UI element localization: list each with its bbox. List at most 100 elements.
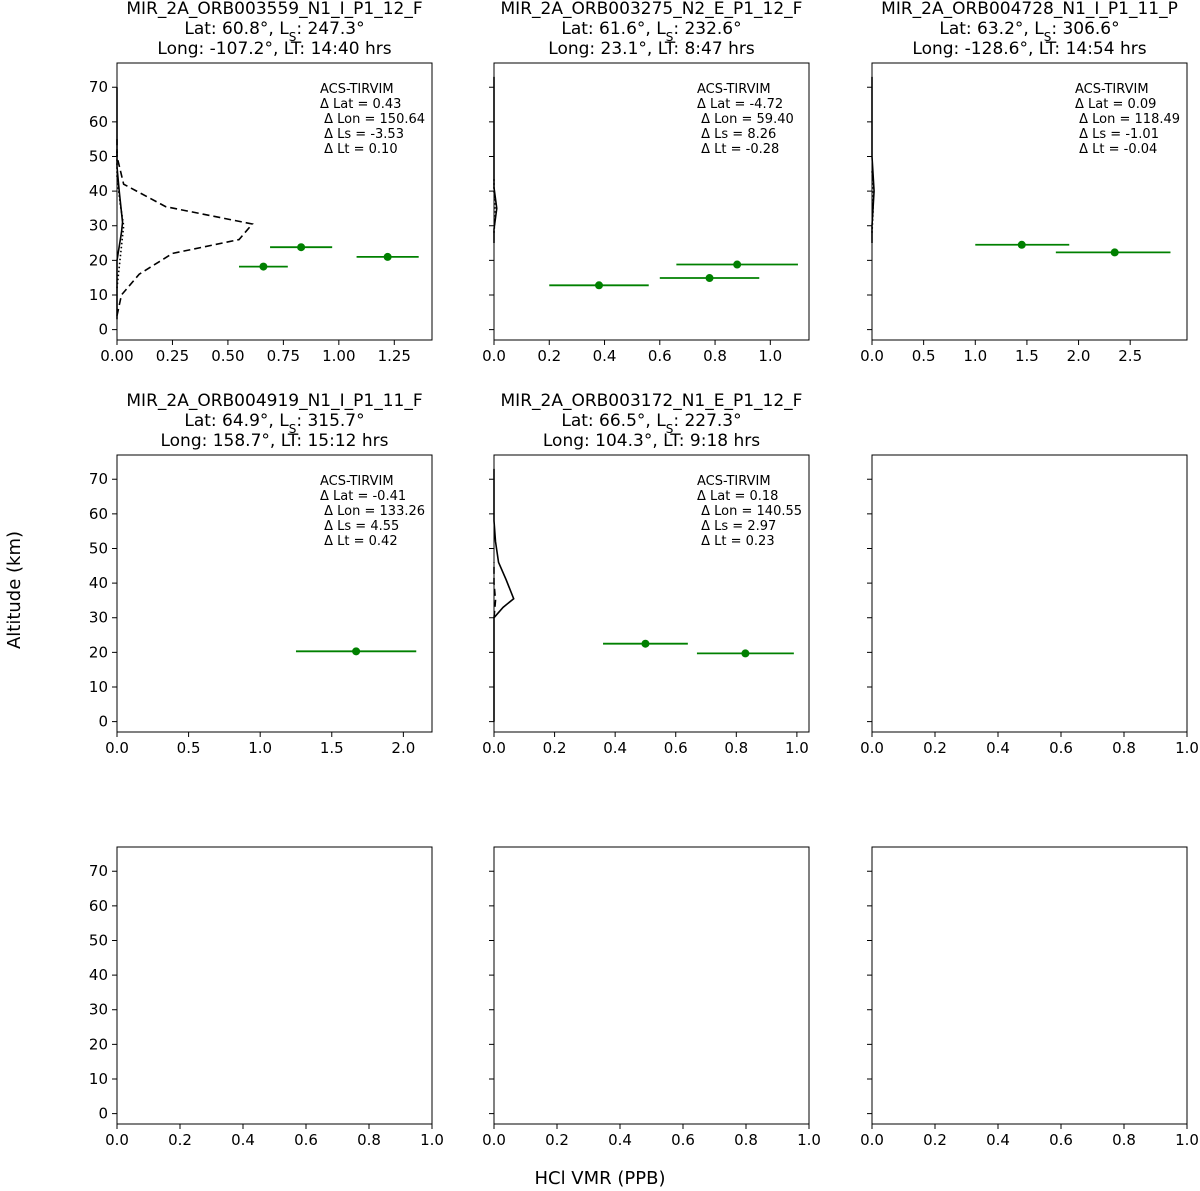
panel-6: 0.0 0.2 0.4 0.6 0.8 1.0 (860, 454, 1199, 757)
y-tick-label: 50 (89, 931, 108, 949)
y-tick-label: 0 (98, 713, 108, 731)
annotation-line: ACS-TIRVIM (320, 474, 394, 489)
panel-title-line: MIR_2A_ORB004728_N1_I_P1_11_P (881, 0, 1178, 19)
panel-title-line: Long: -128.6°, LT: 14:54 hrs (912, 39, 1146, 59)
x-tick-label: 1.0 (1175, 1131, 1199, 1149)
x-tick-label: 0.6 (648, 347, 672, 365)
panel-title-line: Lat: 64.9°, LS: 315.7° (184, 411, 364, 436)
x-tick-label: 0.4 (603, 739, 627, 757)
x-tick-label: 0.2 (923, 1131, 947, 1149)
y-tick-label: 40 (89, 574, 108, 592)
annotation-line: Δ Lon = 150.64 (320, 112, 425, 127)
panel-title-line: Lat: 61.6°, LS: 232.6° (561, 19, 741, 44)
y-tick-label: 40 (89, 182, 108, 200)
annotation-line: Δ Lon = 140.55 (697, 504, 802, 519)
x-tick-label: 1.0 (420, 1131, 444, 1149)
annotation-line: Δ Ls = -3.53 (320, 127, 404, 142)
annotation-line: Δ Lt = 0.10 (320, 142, 398, 157)
annotation-line: Δ Lat = 0.43 (320, 97, 401, 112)
annotation-line: Δ Ls = 2.97 (697, 519, 776, 534)
annotation-line: Δ Lon = 59.40 (697, 112, 794, 127)
x-tick-label: 0.2 (923, 739, 947, 757)
y-tick-label: 0 (98, 321, 108, 339)
panel-8: 0.0 0.2 0.4 0.6 0.8 1.0 (482, 846, 821, 1149)
annotation-line: Δ Lat = 0.09 (1075, 97, 1156, 112)
annotation-line: Δ Lat = -4.72 (697, 97, 783, 112)
panel-title-line: Long: 23.1°, LT: 8:47 hrs (548, 39, 755, 59)
y-tick-label: 60 (89, 897, 108, 915)
x-tick-label: 0.4 (986, 1131, 1010, 1149)
x-tick-label: 0.6 (664, 739, 688, 757)
x-tick-label: 0.2 (543, 739, 567, 757)
y-tick-label: 70 (89, 862, 108, 880)
x-tick-label: 0.6 (1049, 1131, 1073, 1149)
figure-xlabel: HCl VMR (PPB) (534, 1168, 666, 1189)
panel-frame (116, 62, 433, 341)
x-tick-label: 0.50 (211, 347, 244, 365)
annotation-line: Δ Lon = 118.49 (1075, 112, 1180, 127)
x-tick-label: 0.6 (1049, 739, 1073, 757)
x-tick-label: 1.5 (320, 739, 344, 757)
panel-9: 0.0 0.2 0.4 0.6 0.8 1.0 (860, 846, 1199, 1149)
x-tick-label: 0.0 (860, 1131, 884, 1149)
y-tick-label: 50 (89, 147, 108, 165)
data-point (641, 639, 650, 648)
x-tick-label: 0.8 (703, 347, 727, 365)
annotation-line: Δ Lt = 0.42 (320, 534, 398, 549)
panel-title-line: MIR_2A_ORB003559_N1_I_P1_12_F (126, 0, 422, 19)
x-tick-label: 0.0 (482, 739, 506, 757)
y-tick-label: 70 (89, 470, 108, 488)
x-tick-label: 0.5 (177, 739, 201, 757)
x-tick-label: 1.0 (248, 739, 272, 757)
x-tick-label: 0.8 (734, 1131, 758, 1149)
y-tick-label: 10 (89, 1070, 108, 1088)
data-point (741, 649, 750, 658)
x-tick-label: 0.0 (860, 739, 884, 757)
x-tick-label: 2.5 (1118, 347, 1142, 365)
y-tick-label: 40 (89, 966, 108, 984)
panel-frame (871, 846, 1188, 1125)
data-point (383, 252, 392, 261)
annotation-line: Δ Ls = -1.01 (1075, 127, 1159, 142)
x-tick-label: 0.6 (294, 1131, 318, 1149)
data-point (259, 262, 268, 271)
panel-title-line: Lat: 63.2°, LS: 306.6° (939, 19, 1119, 44)
y-tick-label: 30 (89, 217, 108, 235)
x-tick-label: 1.0 (785, 739, 809, 757)
y-tick-label: 20 (89, 1035, 108, 1053)
profile-line-dashed (116, 139, 254, 316)
y-tick-label: 50 (89, 539, 108, 557)
data-point (595, 281, 603, 290)
panel-title-line: MIR_2A_ORB004919_N1_I_P1_11_F (126, 391, 422, 411)
y-tick-label: 10 (89, 678, 108, 696)
x-tick-label: 0.0 (482, 347, 506, 365)
panel-frame (116, 454, 433, 733)
data-point (1110, 248, 1119, 257)
y-tick-label: 60 (89, 113, 108, 131)
x-tick-label: 1.0 (1175, 739, 1199, 757)
x-tick-label: 0.75 (267, 347, 300, 365)
x-tick-label: 0.4 (608, 1131, 632, 1149)
annotation-line: Δ Lat = -0.41 (320, 489, 406, 504)
panel-title-line: Long: -107.2°, LT: 14:40 hrs (157, 39, 391, 59)
y-tick-label: 70 (89, 78, 108, 96)
y-tick-label: 30 (89, 609, 108, 627)
y-tick-label: 10 (89, 286, 108, 304)
x-tick-label: 2.0 (1067, 347, 1091, 365)
x-tick-label: 1.0 (758, 347, 782, 365)
annotation-line: Δ Lat = 0.18 (697, 489, 778, 504)
annotation-line: Δ Ls = 8.26 (697, 127, 776, 142)
annotation-line: ACS-TIRVIM (320, 82, 394, 97)
x-tick-label: 0.6 (671, 1131, 695, 1149)
annotation-line: ACS-TIRVIM (697, 474, 771, 489)
annotation-line: Δ Lt = -0.04 (1075, 142, 1157, 157)
x-tick-label: 1.0 (963, 347, 987, 365)
x-tick-label: 0.5 (912, 347, 936, 365)
annotation-line: Δ Lt = 0.23 (697, 534, 775, 549)
x-tick-label: 0.0 (105, 1131, 129, 1149)
data-point (352, 647, 361, 656)
